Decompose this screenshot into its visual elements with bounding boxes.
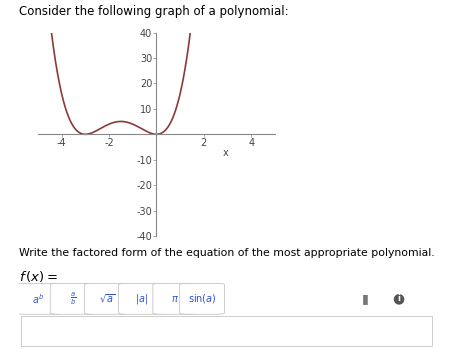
FancyBboxPatch shape bbox=[153, 284, 198, 314]
FancyBboxPatch shape bbox=[50, 284, 95, 314]
FancyBboxPatch shape bbox=[84, 284, 129, 314]
FancyBboxPatch shape bbox=[16, 284, 61, 314]
Text: x: x bbox=[223, 148, 228, 158]
Text: $f\,(x) =$: $f\,(x) =$ bbox=[19, 269, 58, 284]
Text: Consider the following graph of a polynomial:: Consider the following graph of a polyno… bbox=[19, 5, 289, 19]
Text: $|a|$: $|a|$ bbox=[135, 292, 148, 306]
Text: ●: ● bbox=[392, 292, 405, 306]
Text: Write the factored form of the equation of the most appropriate polynomial.: Write the factored form of the equation … bbox=[19, 248, 435, 258]
FancyBboxPatch shape bbox=[21, 316, 432, 346]
Text: i: i bbox=[397, 294, 400, 303]
FancyBboxPatch shape bbox=[180, 284, 225, 314]
FancyBboxPatch shape bbox=[118, 284, 164, 314]
Text: $\pi$: $\pi$ bbox=[172, 294, 179, 304]
Text: ▮: ▮ bbox=[362, 292, 369, 305]
Text: $\frac{a}{b}$: $\frac{a}{b}$ bbox=[70, 290, 76, 307]
Text: $\sin(a)$: $\sin(a)$ bbox=[188, 292, 217, 305]
Text: $\sqrt{a}$: $\sqrt{a}$ bbox=[99, 293, 115, 305]
Text: $a^b$: $a^b$ bbox=[32, 292, 45, 306]
